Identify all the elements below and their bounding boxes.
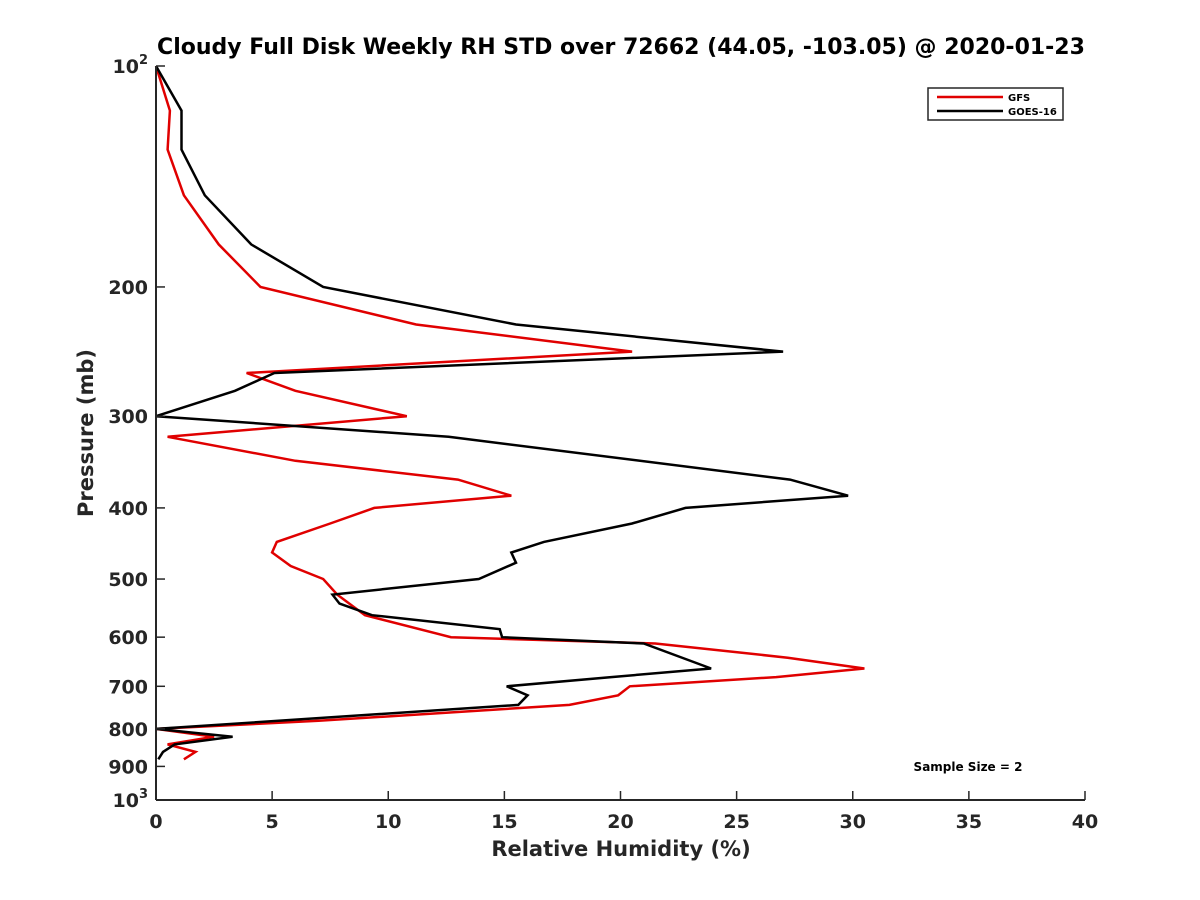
x-tick-label-30: 30 bbox=[840, 811, 866, 833]
y-tick-label-600: 600 bbox=[108, 627, 148, 649]
y-tick-label-900: 900 bbox=[108, 756, 148, 778]
chart-title: Cloudy Full Disk Weekly RH STD over 7266… bbox=[157, 35, 1085, 60]
series-line-goes-16 bbox=[154, 65, 849, 760]
sample-size-annotation: Sample Size = 2 bbox=[914, 760, 1023, 774]
x-tick-label-10: 10 bbox=[375, 811, 401, 833]
y-tick-label-100: 102 bbox=[113, 53, 149, 78]
legend-label-gfs: GFS bbox=[1008, 93, 1030, 104]
x-tick-label-0: 0 bbox=[149, 811, 162, 833]
y-tick-label-800: 800 bbox=[108, 719, 148, 741]
x-tick-label-20: 20 bbox=[607, 811, 633, 833]
legend: GFS GOES-16 bbox=[927, 87, 1064, 121]
y-tick-label-1000: 103 bbox=[113, 787, 149, 812]
y-tick-label-400: 400 bbox=[108, 498, 148, 520]
x-tick-label-15: 15 bbox=[491, 811, 517, 833]
y-tick-label-700: 700 bbox=[108, 676, 148, 698]
x-tick-label-25: 25 bbox=[723, 811, 749, 833]
y-tick-label-200: 200 bbox=[108, 277, 148, 299]
x-tick-label-35: 35 bbox=[956, 811, 982, 833]
y-ticks: 102 200 300 400 500 600 700 800 900 103 bbox=[108, 53, 165, 812]
y-tick-label-500: 500 bbox=[108, 569, 148, 591]
legend-label-goes16: GOES-16 bbox=[1008, 107, 1057, 118]
x-tick-label-40: 40 bbox=[1072, 811, 1098, 833]
x-tick-label-5: 5 bbox=[266, 811, 279, 833]
x-axis-label: Relative Humidity (%) bbox=[491, 837, 750, 861]
y-tick-label-300: 300 bbox=[108, 406, 148, 428]
y-axis-label: Pressure (mb) bbox=[74, 349, 98, 517]
x-ticks: 0 5 10 15 20 25 30 35 40 bbox=[149, 791, 1098, 833]
legend-box bbox=[927, 87, 1064, 121]
